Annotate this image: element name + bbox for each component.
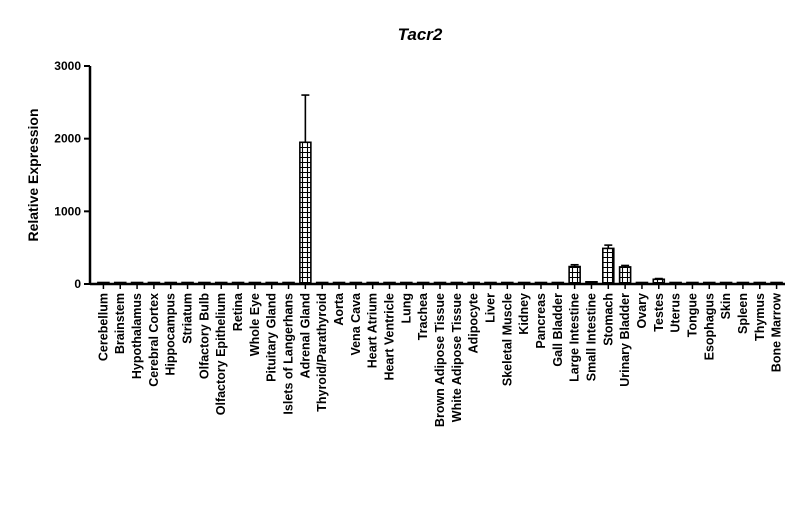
x-tick-label: Olfactory Epithelium	[214, 293, 228, 415]
x-tick-label: Brainstem	[113, 293, 127, 354]
x-tick-label: Retina	[231, 292, 245, 331]
x-tick-label: Cerebral Cortex	[147, 293, 161, 387]
x-tick-label: Gall Bladder	[551, 293, 565, 367]
y-axis-label: Relative Expression	[25, 108, 41, 241]
x-tick-label: Vena Cava	[349, 292, 363, 356]
y-tick-label: 0	[74, 277, 81, 291]
x-tick-label: Spleen	[736, 293, 750, 334]
x-tick-label: Hypothalamus	[130, 293, 144, 379]
x-tick-label: Ovary	[635, 293, 649, 328]
x-tick-label: Whole Eye	[248, 293, 262, 356]
x-tick-label: Cerebellum	[96, 293, 110, 361]
x-tick-label: Esophagus	[702, 293, 716, 360]
x-tick-label: Tongue	[685, 293, 699, 337]
x-tick-label: Striatum	[181, 293, 195, 344]
bar	[618, 266, 632, 285]
x-tick-label: Pancreas	[534, 293, 548, 349]
x-tick-label: Pituitary Gland	[265, 293, 279, 382]
x-tick-label: Bone Marrow	[770, 293, 784, 372]
x-tick-label: Small Intestine	[584, 293, 598, 381]
x-tick-label: Heart Atrium	[366, 293, 380, 368]
x-tick-label: Hippocampus	[164, 293, 178, 376]
bar	[299, 141, 312, 285]
x-tick-label: Thymus	[753, 293, 767, 341]
bar	[601, 247, 615, 285]
y-tick-label: 2000	[54, 132, 81, 146]
x-tick-label: White Adipose Tissue	[450, 293, 464, 422]
x-tick-label: Islets of Langerhans	[282, 293, 296, 415]
x-tick-label: Trachea	[416, 292, 430, 340]
x-tick-label: Uterus	[669, 293, 683, 333]
x-tick-label: Skeletal Muscle	[500, 293, 514, 386]
x-tick-label: Kidney	[517, 293, 531, 335]
x-tick-label: Aorta	[332, 292, 346, 326]
x-tick-label: Olfactory Bulb	[197, 293, 211, 379]
x-axis: Cerebellum Brainstem Hypothalamus Cerebral …	[90, 282, 785, 427]
y-axis: 0 1000 2000 3000	[54, 59, 92, 291]
y-tick-label: 3000	[54, 59, 81, 73]
x-tick-label: Brown Adipose Tissue	[433, 293, 447, 427]
chart-title: Tacr2	[398, 25, 443, 44]
x-tick-label: Adrenal Gland	[298, 293, 312, 378]
x-tick-label: Lung	[399, 293, 413, 324]
x-tick-label: Adipocyte	[467, 293, 481, 353]
x-tick-label: Urinary Bladder	[618, 293, 632, 387]
x-tick-label: Liver	[483, 293, 497, 323]
y-tick-label: 1000	[54, 204, 81, 218]
bars	[97, 94, 783, 285]
x-tick-label: Stomach	[601, 293, 615, 346]
x-tick-label: Skin	[719, 293, 733, 319]
x-tick-label: Large Intestine	[568, 293, 582, 382]
bar	[568, 265, 581, 285]
x-tick-label: Heart Ventricle	[383, 293, 397, 381]
x-tick-label: Thyroid/Parathyroid	[315, 293, 329, 412]
x-tick-label: Testes	[652, 293, 666, 332]
